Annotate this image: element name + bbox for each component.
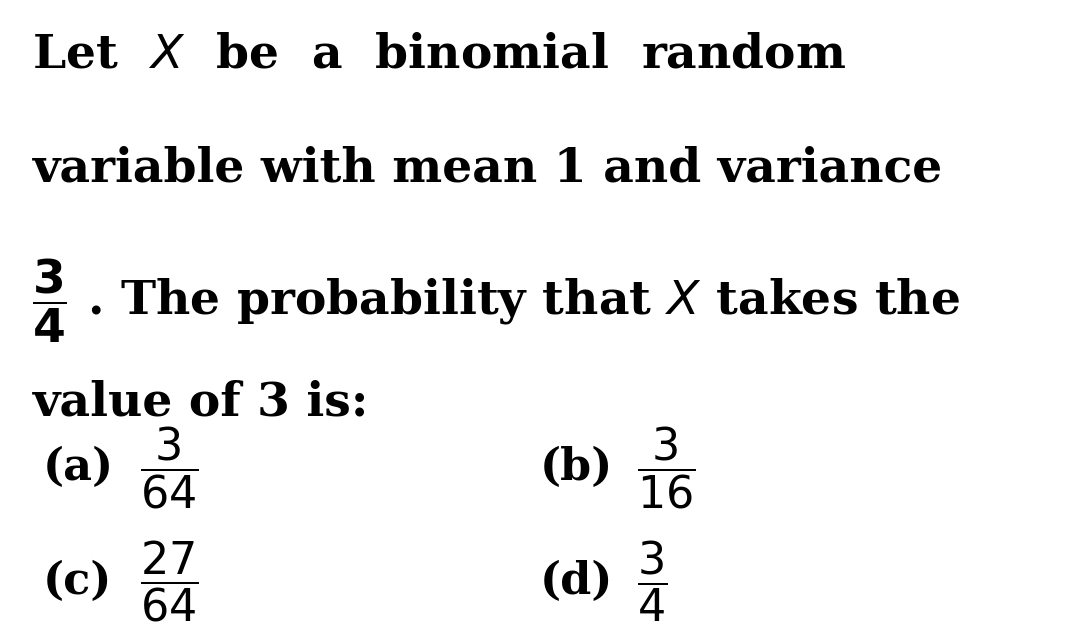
Text: value of 3 is:: value of 3 is: — [32, 379, 368, 425]
Text: $\dfrac{3}{4}$: $\dfrac{3}{4}$ — [637, 538, 667, 624]
Text: Let  $\mathit{X}$  be  a  binomial  random: Let $\mathit{X}$ be a binomial random — [32, 32, 847, 78]
Text: $\dfrac{3}{16}$: $\dfrac{3}{16}$ — [637, 424, 696, 511]
Text: (a): (a) — [43, 446, 114, 489]
Text: $\mathbf{\dfrac{3}{4}}$ . The probability that $\mathit{X}$ takes the: $\mathbf{\dfrac{3}{4}}$ . The probabilit… — [32, 256, 960, 344]
Text: (b): (b) — [540, 446, 613, 489]
Text: (c): (c) — [43, 560, 112, 603]
Text: $\dfrac{3}{64}$: $\dfrac{3}{64}$ — [140, 424, 199, 511]
Text: (d): (d) — [540, 560, 613, 603]
Text: variable with mean 1 and variance: variable with mean 1 and variance — [32, 145, 943, 191]
Text: $\dfrac{27}{64}$: $\dfrac{27}{64}$ — [140, 538, 199, 624]
